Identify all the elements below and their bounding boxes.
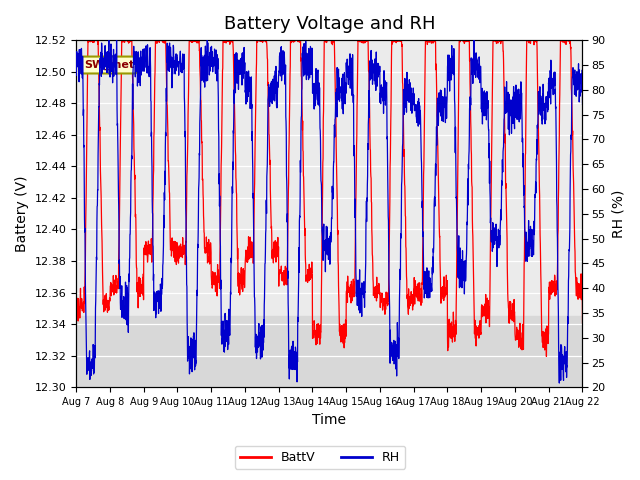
Text: SW_met: SW_met xyxy=(84,60,134,70)
Y-axis label: Battery (V): Battery (V) xyxy=(15,176,29,252)
Title: Battery Voltage and RH: Battery Voltage and RH xyxy=(223,15,435,33)
X-axis label: Time: Time xyxy=(312,413,346,427)
Y-axis label: RH (%): RH (%) xyxy=(611,190,625,238)
Bar xyxy=(76,316,582,387)
Legend: BattV, RH: BattV, RH xyxy=(235,446,405,469)
